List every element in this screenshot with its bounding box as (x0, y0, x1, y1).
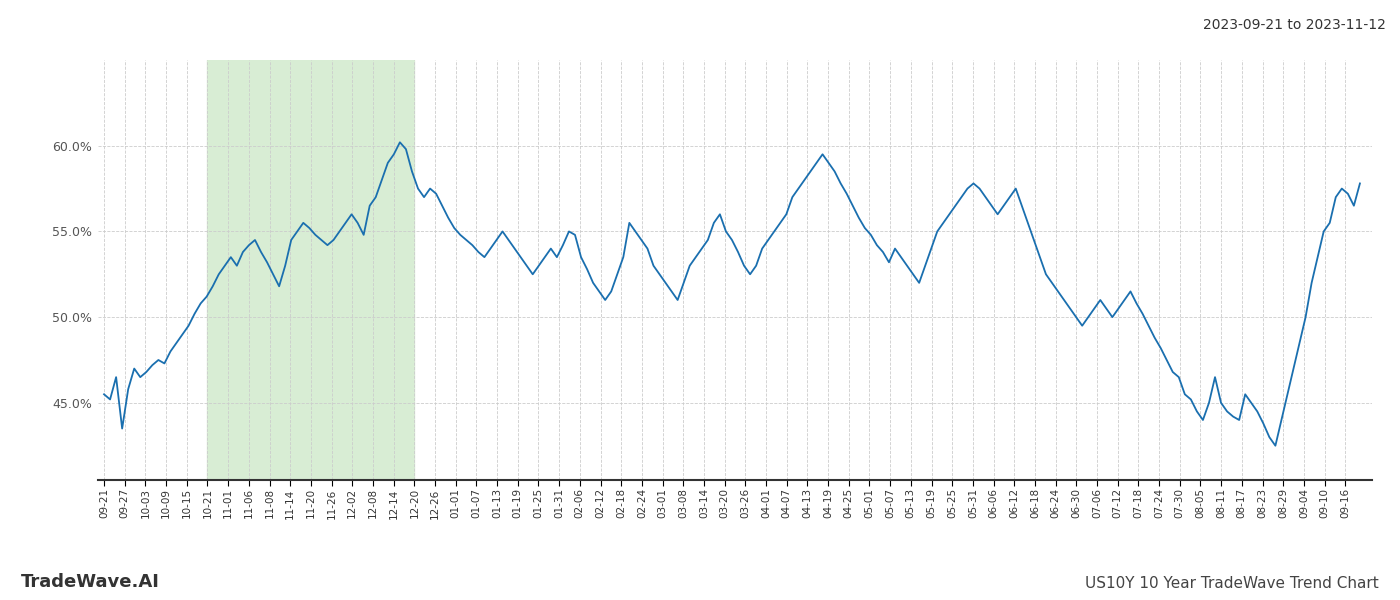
Text: US10Y 10 Year TradeWave Trend Chart: US10Y 10 Year TradeWave Trend Chart (1085, 576, 1379, 591)
Text: TradeWave.AI: TradeWave.AI (21, 573, 160, 591)
Text: 2023-09-21 to 2023-11-12: 2023-09-21 to 2023-11-12 (1203, 18, 1386, 32)
Bar (207, 60, 414, 480)
